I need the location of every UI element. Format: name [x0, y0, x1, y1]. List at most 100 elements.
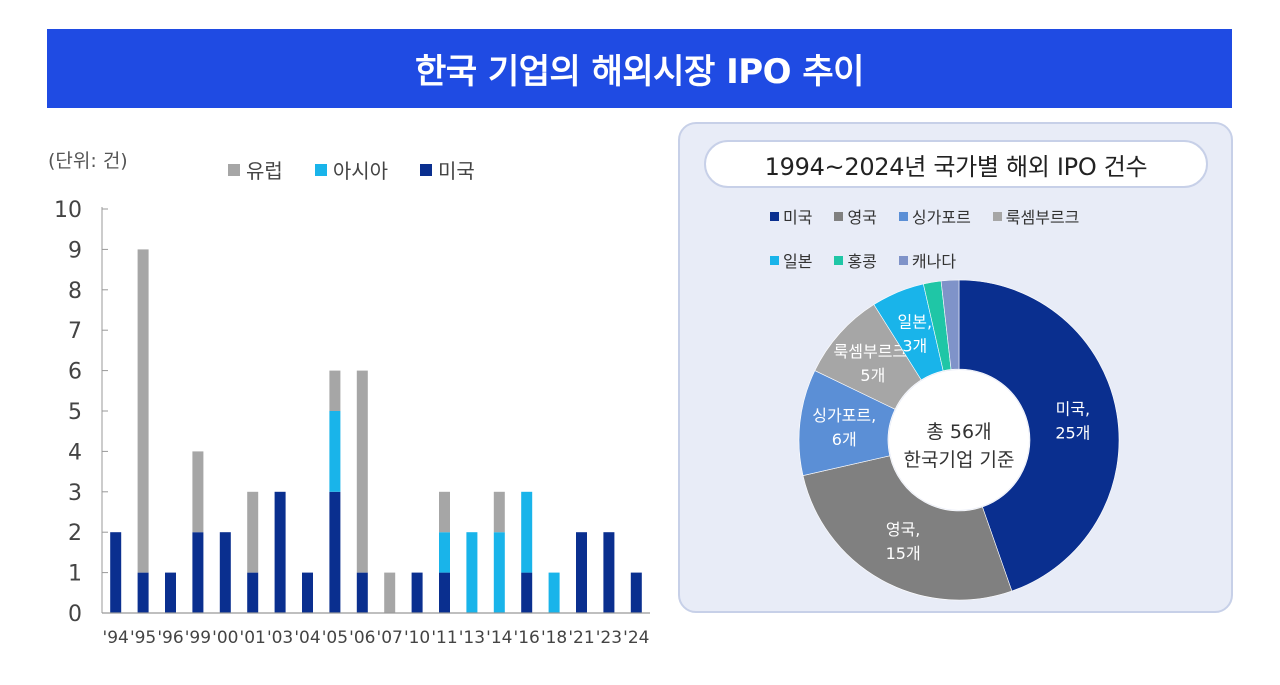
x-tick-label: '01: [240, 628, 266, 648]
donut-center-label: 총 56개 한국기업 기준: [880, 418, 1038, 474]
donut-slice-canada: [940, 279, 960, 370]
x-tick-label: '21: [568, 628, 594, 648]
y-tick-label: 6: [68, 360, 82, 385]
donut-legend-swatch: [770, 255, 779, 265]
donut-legend-item-luxembourg: 룩셈부르크: [992, 204, 1080, 228]
donut-legend-label: 영국: [847, 208, 877, 227]
title-banner: 한국 기업의 해외시장 IPO 추이: [47, 29, 1232, 108]
donut-center-total: 총 56개: [926, 421, 992, 443]
donut-legend-item-japan: 일본: [770, 248, 812, 272]
bar-usa-1: [137, 572, 149, 613]
bar-usa-15: [521, 572, 533, 613]
donut-legend-swatch: [834, 255, 844, 265]
y-tick-label: 2: [68, 521, 82, 546]
donut-legend-swatch: [898, 255, 908, 265]
legend-swatch-asia: [314, 163, 327, 176]
x-tick-label: '14: [486, 628, 512, 648]
x-tick-label: '99: [185, 628, 211, 648]
bar-usa-8: [329, 491, 341, 613]
page-title: 한국 기업의 해외시장 IPO 추이: [415, 52, 864, 92]
x-tick-label: '11: [431, 628, 457, 648]
bar-asia-14: [493, 532, 505, 613]
donut-legend-item-singapore: 싱가포르: [898, 204, 971, 228]
donut-legend-swatch: [834, 211, 844, 221]
donut-legend-label: 싱가포르: [911, 208, 971, 227]
legend-swatch-europe: [228, 163, 240, 176]
bar-usa-9: [356, 572, 368, 613]
y-tick-label: 1: [68, 562, 82, 587]
x-tick-label: '06: [349, 628, 375, 648]
bar-europe-1: [137, 249, 149, 573]
bar-asia-13: [466, 532, 478, 613]
donut-legend-item-hongkong: 홍콩: [834, 248, 877, 272]
x-tick-label: '05: [322, 628, 348, 648]
bar-europe-9: [356, 370, 368, 573]
donut-legend-swatch: [898, 211, 908, 221]
bar-usa-12: [439, 572, 450, 613]
y-tick-label: 4: [68, 440, 82, 465]
donut-legend-swatch: [992, 211, 1002, 221]
donut-label-usa: 미국, 25개: [1055, 400, 1090, 443]
bar-usa-18: [603, 532, 615, 613]
x-tick-label: '00: [212, 628, 238, 648]
legend-label-usa: 미국: [438, 159, 475, 183]
donut-legend-item-uk: 영국: [834, 204, 877, 228]
x-tick-label: '04: [294, 628, 320, 648]
legend-swatch-usa: [420, 163, 433, 176]
bar-usa-17: [576, 532, 587, 613]
legend-item-europe: 유럽: [228, 155, 283, 184]
bar-europe-10: [384, 572, 396, 613]
bar-usa-4: [219, 532, 231, 613]
donut-slice-uk: [802, 455, 1013, 601]
donut-legend-label: 캐나다: [911, 252, 957, 271]
bar-usa-7: [302, 572, 313, 613]
donut-label-luxembourg: 룩셈부르크, 5개: [834, 342, 913, 385]
donut-label-japan: 일본, 3개: [898, 312, 933, 355]
bar-asia-16: [548, 572, 560, 613]
bar-europe-5: [247, 491, 259, 573]
y-tick-label: 3: [68, 481, 82, 506]
donut-legend-item-usa: 미국: [770, 204, 812, 228]
x-tick-label: '23: [596, 628, 622, 648]
donut-legend-label: 미국: [783, 208, 813, 227]
legend-item-usa: 미국: [420, 155, 475, 184]
y-tick-label: 0: [68, 602, 82, 627]
bar-europe-14: [493, 491, 505, 533]
donut-panel: 1994~2024년 국가별 해외 IPO 건수 미국 영국 싱가포르 룩셈부르크 일본…: [678, 122, 1233, 613]
donut-legend-item-canada: 캐나다: [898, 248, 957, 272]
bar-usa-11: [411, 572, 423, 613]
x-tick-label: '18: [541, 628, 567, 648]
x-tick-label: '95: [130, 628, 156, 648]
donut-legend-label: 홍콩: [847, 252, 877, 271]
legend-label-asia: 아시아: [332, 159, 389, 183]
y-tick-label: 5: [68, 400, 82, 425]
bar-usa-19: [630, 572, 642, 613]
bar-europe-3: [192, 451, 204, 533]
bar-usa-2: [165, 572, 176, 613]
y-tick-label: 7: [68, 319, 82, 344]
x-tick-label: '16: [514, 628, 540, 648]
unit-label: (단위: 건): [48, 150, 128, 172]
donut-legend-label: 룩셈부르크: [1005, 208, 1080, 227]
legend-item-asia: 아시아: [314, 155, 389, 184]
x-tick-label: '94: [103, 628, 129, 648]
bar-europe-8: [329, 370, 341, 411]
donut-hole: [889, 370, 1029, 510]
x-tick-label: '07: [377, 628, 403, 648]
y-tick-label: 8: [68, 279, 82, 304]
x-tick-label: '24: [623, 628, 649, 648]
x-tick-label: '03: [267, 628, 293, 648]
donut-legend-swatch: [770, 211, 779, 221]
bar-usa-6: [274, 491, 286, 613]
bar-asia-12: [439, 532, 450, 573]
donut-slice-usa: [958, 279, 1120, 592]
x-tick-label: '96: [157, 628, 183, 648]
bar-chart-legend: 유럽 아시아 미국: [228, 155, 475, 184]
bar-asia-15: [521, 491, 533, 573]
legend-label-europe: 유럽: [246, 159, 283, 183]
bar-europe-12: [439, 491, 450, 533]
donut-center-note: 한국기업 기준: [903, 449, 1015, 471]
